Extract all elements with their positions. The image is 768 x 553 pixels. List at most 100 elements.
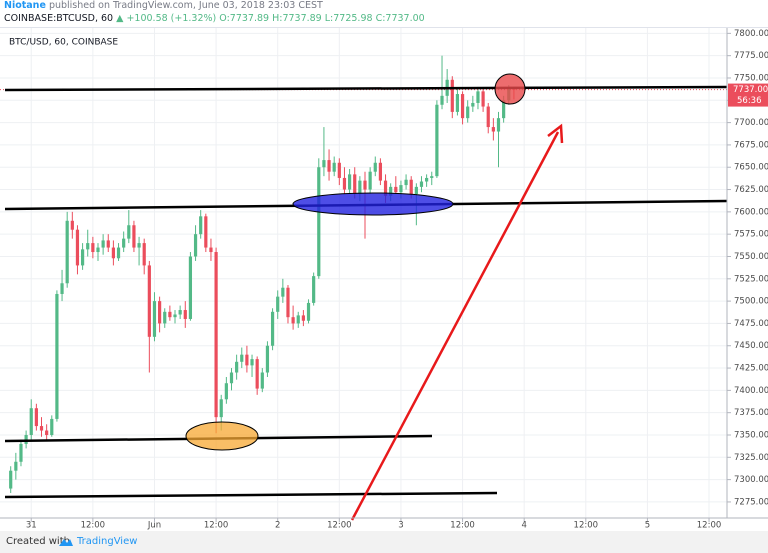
candle-body [481,91,485,107]
candle-body [9,470,13,489]
y-tick-label: 7375.00 [734,408,768,418]
highlight-circle [494,73,526,105]
candle-body [45,430,49,435]
candle-body [276,296,280,312]
candle-body [337,162,341,178]
candle-body [147,265,151,337]
candle-body [471,102,475,107]
created-with: Created with [6,536,70,547]
candle-body [502,100,506,119]
brand[interactable]: TradingView [77,536,138,547]
axes: 7275.00 7300.00 7325.00 7350.00 7375.00 7400.… [26,29,768,531]
candle-body [214,252,218,418]
arrow-head [547,123,564,144]
x-tick-label: Jun [147,521,161,531]
x-tick-label: 12:00 [574,521,599,531]
candle-body [460,94,465,119]
candle-body [373,162,377,172]
candle-body [91,243,95,253]
candle-body [173,314,177,318]
candle-body [132,225,136,248]
candle-body [86,243,90,250]
y-tick-label: 7400.00 [734,386,768,396]
candle-body [476,91,480,103]
candle-body [29,408,33,435]
candle-body [414,186,418,195]
candle-body [101,240,105,248]
candle-body [399,185,403,193]
symbol-bar: COINBASE:BTCUSD, 60 ▲ +100.58 (+1.32%) O… [4,13,425,24]
y-tick-label: 7800.00 [734,29,768,39]
candle-body [178,310,182,315]
low: L:7725.98 [324,13,373,24]
highlight-ellipse [292,192,454,216]
candle-body [65,220,69,284]
candle-body [435,104,439,177]
candle-body [14,461,18,471]
candle-body [265,345,270,373]
candle-body [440,95,444,105]
change: ▲ +100.58 (+1.32%) [116,13,217,24]
candle-body [425,177,429,182]
candle-body [322,160,326,168]
candle-body [80,249,85,266]
y-tick-label: 7450.00 [734,341,768,351]
candle-body [70,220,74,230]
x-tick-label: 12:00 [81,521,106,531]
candle-body [394,186,398,193]
candle-body [50,418,54,435]
x-tick-label: 2 [275,521,280,531]
candle-body [383,180,388,196]
candle-body [286,287,290,318]
candle-body [34,408,38,427]
candle-body [389,186,393,196]
candle-body [327,160,331,172]
grid [0,28,727,518]
highlight-ellipse [185,421,259,451]
candle-body [111,247,115,259]
header: Niotane published on TradingView.com, Ju… [4,0,323,11]
candle-body [281,287,285,297]
candle-body [229,372,234,384]
candle-body [204,216,208,248]
candle-body [455,94,460,112]
candle-body [255,359,259,389]
candle-body [24,434,28,444]
trend-line [4,491,498,499]
trend-line [4,85,728,92]
candle-body [353,174,357,195]
drawings [4,73,728,521]
candle-body [137,243,141,248]
x-tick-label: 31 [26,521,37,531]
candle-body [96,247,100,253]
x-tick-label: 12:00 [204,521,229,531]
y-tick-label: 7775.00 [734,51,768,61]
candles [0,55,727,494]
high: H:7737.89 [272,13,322,24]
candle-body [496,118,501,132]
author[interactable]: Niotane [4,0,46,11]
x-tick-label: 12:00 [697,521,722,531]
candle-body [199,216,203,235]
candle-body [419,181,424,187]
candle-body [60,283,64,294]
chart-title: BTC/USD, 60, COINBASE [9,38,118,48]
footer: Created with TradingView [0,531,768,553]
candle-body [209,247,213,253]
close: C:7737.00 [375,13,425,24]
candle-body [158,301,162,324]
candle-body [270,311,275,346]
candle-body [332,162,336,172]
candle-body [368,171,372,190]
candle-body [291,317,295,324]
candle-body [219,399,223,418]
candle-body [235,361,239,373]
candle-body [486,106,490,128]
candle-body [363,180,367,190]
candle-body [19,443,23,462]
y-tick-label: 7425.00 [734,364,768,374]
y-tick-label: 7350.00 [734,430,768,440]
candle-body [188,256,193,319]
candle-body [55,293,59,419]
candle-body [75,229,80,266]
